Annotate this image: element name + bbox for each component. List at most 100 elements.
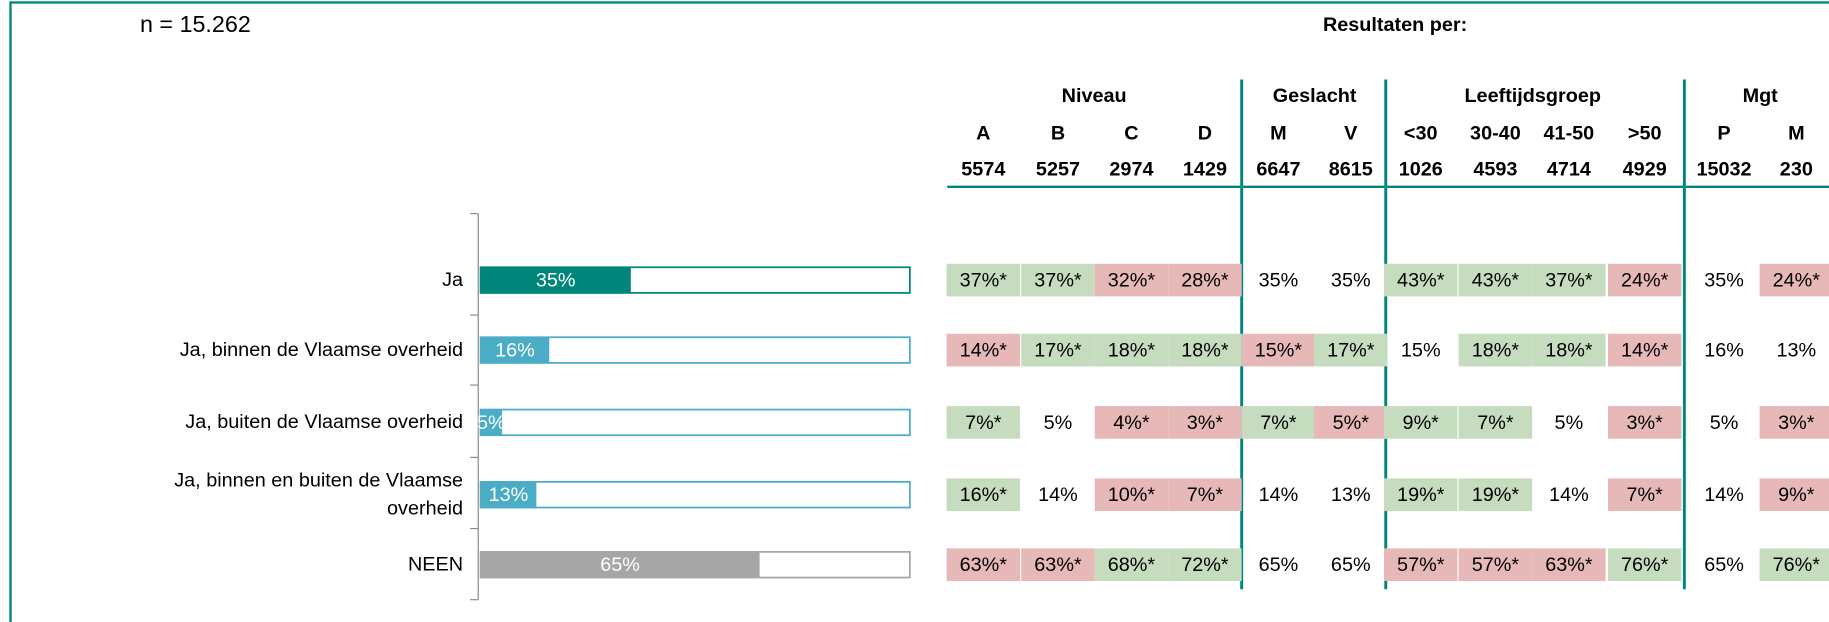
cell-highlight [946,263,1021,297]
cell-value: 37%* [1545,269,1593,291]
cell-value: 7%* [1477,412,1514,434]
bar [480,337,550,363]
cell-highlight [1607,548,1682,582]
column-n: 5257 [1036,159,1080,181]
group-label: Mgt [1743,85,1779,107]
cell-value: 7%* [965,412,1002,434]
cell-value: 32%* [1108,269,1156,291]
cell-highlight [946,333,1021,367]
cell-highlight [1021,548,1095,582]
cell-value: 72%* [1181,554,1229,576]
category-label-wrap: Ja, binnen de Vlaamse overheid [70,303,463,396]
column-n: 1429 [1183,159,1227,181]
cell-value: 65% [1259,554,1299,576]
cell-value: 14% [1259,484,1299,506]
category-label-wrap: NEEN [70,518,463,611]
cell-value: 37%* [1034,269,1082,291]
cell-highlight [946,406,1021,439]
bar-frame [479,336,911,364]
cell-highlight [1458,406,1533,439]
cell-value: 18%* [1181,339,1229,361]
cell-value: 76%* [1773,554,1821,576]
cell-highlight [1168,406,1242,439]
cell-value: 17%* [1327,339,1375,361]
cell-value: 19%* [1472,484,1520,506]
column-n: 4929 [1623,159,1667,181]
cell-highlight [1458,548,1533,582]
category-label-wrap: Ja [70,233,463,326]
column-label: 30-40 [1470,123,1521,145]
cell-value: 68%* [1108,554,1156,576]
bar-value-label: 35% [536,269,576,291]
category-label-box: Ja, binnen de Vlaamse overheid [70,303,463,396]
cell-value: 14%* [960,339,1008,361]
cell-highlight [1607,333,1682,367]
column-label: A [976,123,990,145]
cell-value: 35% [1331,269,1371,291]
cell-highlight [1241,406,1316,439]
bar-value-label: 16% [495,339,535,361]
bar [480,409,503,436]
cell-highlight [1241,333,1316,367]
cell-highlight [1314,333,1388,367]
cell-highlight [1383,406,1458,439]
cell-value: 3%* [1187,412,1224,434]
cell-value: 5%* [1333,412,1370,434]
category-label: Ja [442,268,464,291]
cell-highlight [1168,263,1242,297]
cell-highlight [1607,263,1682,297]
column-label: M [1270,123,1287,145]
cell-value: 24%* [1773,269,1821,291]
column-label: 41-50 [1544,123,1595,145]
category-label: Ja, binnen en buiten de Vlaamse overheid [174,469,464,520]
cell-highlight [1094,478,1169,512]
column-label: C [1124,123,1138,145]
category-label: Ja, buiten de Vlaamse overheid [185,410,464,433]
column-n: 4593 [1473,159,1517,181]
cell-value: 63%* [1034,554,1082,576]
column-label: V [1344,123,1358,145]
cell-highlight [1383,548,1458,582]
column-n: 6647 [1256,159,1300,181]
cell-value: 5% [1044,412,1073,434]
cell-value: 7%* [1260,412,1297,434]
cell-value: 18%* [1108,339,1156,361]
cell-value: 63%* [1545,554,1593,576]
cell-highlight [1094,263,1169,297]
cell-highlight [1383,263,1458,297]
cell-highlight [1532,263,1606,297]
cell-value: 5% [1710,412,1739,434]
cell-highlight [1094,548,1169,582]
column-n: 8615 [1329,159,1373,181]
column-label: P [1717,123,1730,145]
bar-value-label: 65% [600,554,640,576]
cell-value: 15%* [1255,339,1303,361]
category-label-box: Ja, buiten de Vlaamse overheid [185,410,464,433]
cell-highlight [1168,548,1242,582]
cell-value: 63%* [960,554,1008,576]
cell-value: 7%* [1187,484,1224,506]
cell-value: 43%* [1472,269,1520,291]
cell-value: 17%* [1034,339,1082,361]
cell-value: 19%* [1397,484,1445,506]
cell-value: 18%* [1472,339,1520,361]
category-label: NEEN [407,553,464,576]
bar [480,481,537,508]
cell-value: 43%* [1397,269,1445,291]
bar-frame [479,481,911,509]
cell-value: 28%* [1181,269,1229,291]
cell-highlight [1607,406,1682,439]
column-n: 1026 [1399,159,1443,181]
cell-value: 9%* [1778,484,1815,506]
cell-value: 13% [1331,484,1371,506]
cell-highlight [1759,406,1829,439]
group-label: Geslacht [1273,85,1357,107]
cell-highlight [1094,406,1169,439]
cell-highlight [1021,263,1095,297]
cell-highlight [1759,548,1829,582]
cell-value: 18%* [1545,339,1593,361]
bar [480,551,760,578]
cell-value: 35% [1704,269,1744,291]
